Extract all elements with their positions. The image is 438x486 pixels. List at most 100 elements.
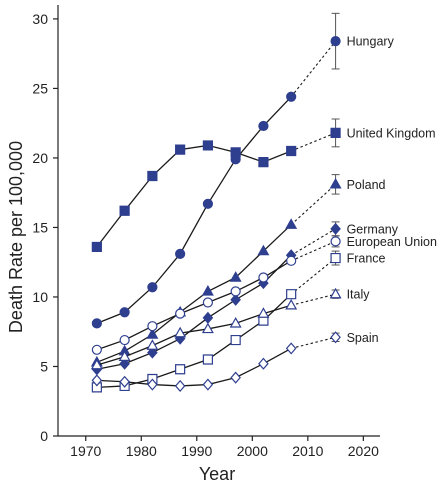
projection-point: [330, 36, 341, 47]
data-point: [258, 120, 269, 132]
data-point: [257, 244, 270, 256]
y-tick-label: 30: [32, 11, 48, 27]
data-point: [147, 346, 158, 359]
data-point: [91, 318, 102, 329]
data-point: [175, 144, 186, 155]
series-line: [96, 96, 292, 324]
data-point: [118, 350, 131, 361]
series-label: France: [347, 252, 386, 266]
series-label: Italy: [347, 288, 371, 302]
data-point: [119, 375, 130, 388]
projection-line: [290, 240, 336, 262]
data-point: [285, 342, 297, 355]
projection-point: [329, 287, 342, 299]
data-point: [258, 272, 269, 283]
data-point: [119, 205, 130, 216]
projection-point: [329, 177, 342, 189]
series-label: Hungary: [347, 35, 395, 49]
data-point: [257, 307, 270, 318]
series-line: [96, 224, 292, 363]
data-point: [229, 271, 242, 282]
series-line: [96, 260, 292, 351]
data-point: [230, 371, 241, 384]
data-point: [201, 285, 214, 296]
projection-point: [330, 127, 341, 139]
data-point: [91, 374, 103, 387]
data-point: [229, 316, 242, 328]
projection-line: [291, 293, 336, 306]
y-axis-title: Death Rate per 100,000: [6, 141, 26, 333]
data-point: [174, 326, 187, 338]
data-point: [202, 354, 213, 365]
y-tick-label: 20: [32, 150, 48, 166]
data-point: [202, 297, 213, 308]
data-point: [91, 344, 102, 355]
data-point: [147, 282, 158, 293]
data-point: [119, 334, 130, 346]
data-point: [286, 91, 297, 102]
data-point: [175, 364, 186, 375]
projection-point: [330, 331, 341, 344]
data-point: [119, 357, 130, 370]
x-tick-label: 1990: [181, 443, 212, 459]
x-tick-label: 1980: [126, 443, 157, 459]
y-tick-label: 10: [32, 289, 48, 305]
data-point: [286, 145, 297, 157]
data-point: [90, 358, 103, 370]
data-point: [202, 311, 214, 324]
data-point: [146, 328, 159, 339]
data-point: [285, 298, 298, 310]
data-point: [230, 286, 241, 297]
x-tick-label: 2020: [348, 443, 379, 459]
data-point: [286, 255, 297, 266]
y-tick-label: 0: [40, 428, 48, 444]
series-hungary: Hungary: [91, 12, 395, 329]
data-point: [285, 218, 298, 229]
data-point: [258, 157, 269, 168]
data-point: [175, 248, 186, 259]
data-point: [147, 170, 158, 182]
projection-point: [330, 222, 341, 235]
axes: 0 5 10 15 20 25 30 1970 1980 1990 2000 2010 2020: [32, 5, 380, 459]
series-label: Poland: [347, 178, 386, 192]
series-label: Spain: [347, 331, 379, 345]
projection-line: [290, 183, 336, 226]
data-point: [147, 378, 158, 391]
series-label: United Kingdom: [347, 126, 436, 140]
data-point: [174, 379, 186, 393]
data-point: [91, 241, 102, 253]
x-tick-label: 2000: [237, 443, 268, 459]
projection-line: [290, 228, 336, 256]
y-tick-label: 5: [40, 358, 48, 374]
data-point: [230, 334, 241, 346]
projection-point: [330, 252, 341, 264]
data-point: [175, 308, 186, 319]
data-point: [147, 321, 158, 332]
data-point: [258, 357, 269, 370]
series-label: European Union: [347, 235, 437, 249]
projection-line: [290, 40, 337, 98]
series-spain: Spain: [91, 331, 379, 393]
series-line: [96, 304, 292, 366]
data-point: [230, 147, 241, 158]
data-point: [202, 378, 214, 391]
projection-line: [290, 132, 336, 152]
data-point: [119, 307, 130, 318]
data-point: [146, 339, 159, 350]
series-layer: Hungary United Kingdom Poland GermanyEurope…: [90, 12, 437, 393]
data-point: [286, 289, 297, 300]
series-label: Germany: [347, 222, 399, 236]
projection-line: [291, 336, 336, 349]
x-tick-label: 2010: [292, 443, 323, 459]
projection-point: [330, 236, 341, 247]
x-axis-title: Year: [199, 464, 235, 484]
data-point: [230, 293, 241, 306]
y-tick-label: 15: [32, 219, 48, 235]
series-united-kingdom: United Kingdom: [91, 118, 436, 253]
data-point: [201, 322, 214, 334]
x-tick-label: 1970: [70, 443, 101, 459]
y-tick-label: 25: [32, 80, 48, 96]
projection-line: [290, 257, 336, 295]
series-france: France: [91, 250, 386, 393]
